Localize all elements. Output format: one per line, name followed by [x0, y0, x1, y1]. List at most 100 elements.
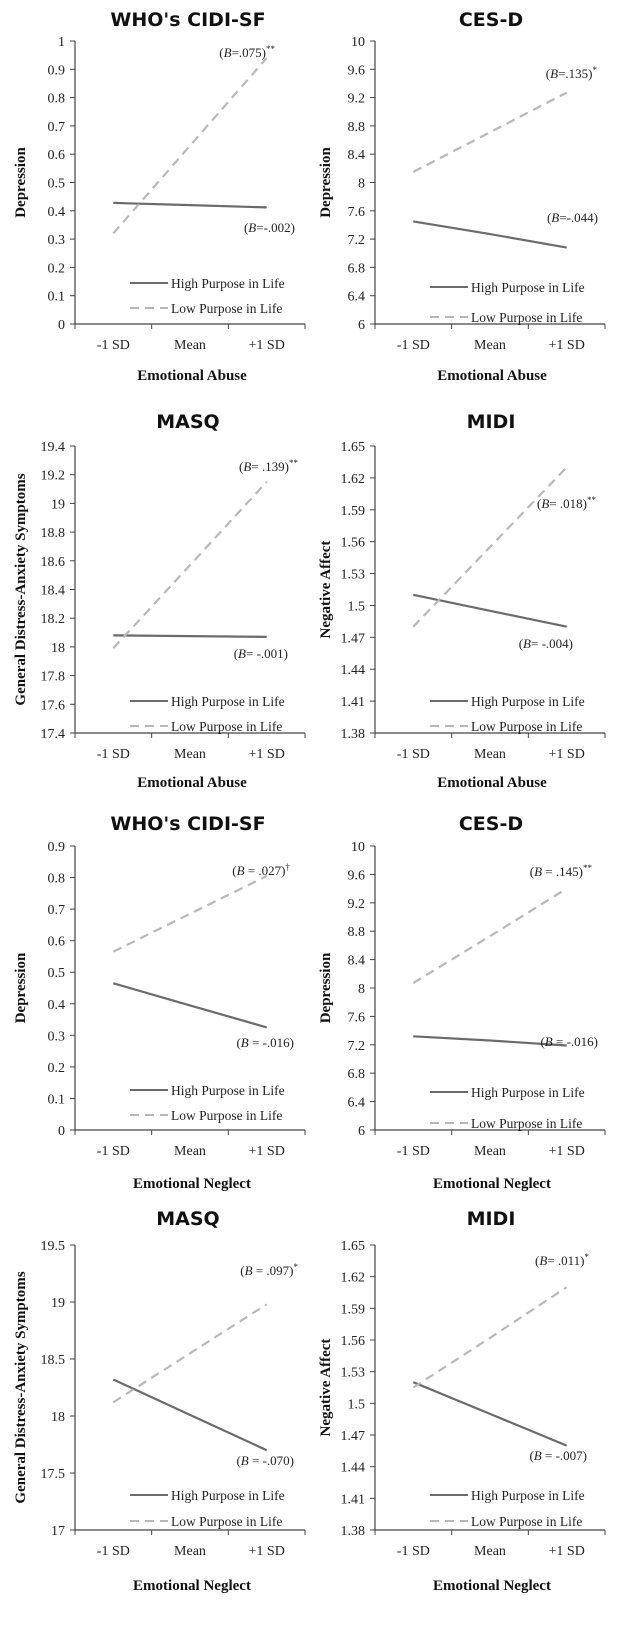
annotation-low-purpose: (B= .018)**: [537, 495, 596, 511]
x-tick-label: +1 SD: [249, 338, 285, 353]
x-tick-label: -1 SD: [397, 1544, 430, 1559]
y-tick-label: 1.62: [341, 1271, 366, 1286]
x-tick-label: Mean: [474, 338, 506, 353]
y-tick-label: 0.3: [48, 1029, 66, 1044]
y-tick-label: 17.8: [41, 670, 66, 685]
series-line-low-purpose: [412, 1286, 568, 1389]
y-tick-label: 10: [351, 35, 365, 50]
y-tick-label: 19.4: [41, 440, 66, 455]
y-tick-label: 0.4: [48, 998, 66, 1013]
y-axis-label: Negative Affect: [318, 541, 334, 639]
x-axis-label: Emotional Neglect: [433, 1578, 551, 1594]
y-tick-label: 0: [58, 318, 65, 333]
x-tick-label: +1 SD: [249, 747, 285, 762]
y-tick-label: 19: [51, 1296, 65, 1311]
y-tick-label: 1.62: [341, 472, 366, 487]
y-axis-label: Depression: [318, 147, 334, 218]
annotation-high-purpose: (B = -.016): [236, 1035, 294, 1050]
y-tick-label: 19.2: [41, 469, 66, 484]
chart-panel-3: MASQ 17.4 17.6 17.8 18 18.2 18.4 18.6 18.8 19 19.2…: [13, 411, 306, 791]
legend-low-purpose-label: Low Purpose in Life: [471, 1116, 582, 1131]
y-tick-label: 10: [351, 840, 365, 855]
y-tick-label: 0.5: [48, 966, 66, 981]
y-tick-label: 9.2: [348, 92, 366, 107]
series-line-low-purpose: [112, 1303, 268, 1404]
y-tick-label: 0.4: [48, 205, 66, 220]
y-tick-label: 1.47: [341, 1429, 366, 1444]
y-tick-label: 1.5: [348, 599, 366, 614]
x-axis-label: Emotional Abuse: [137, 368, 247, 384]
x-tick-label: +1 SD: [249, 1544, 285, 1559]
y-tick-label: 6.4: [348, 1096, 366, 1111]
series-line-high-purpose: [112, 1378, 268, 1452]
y-tick-label: 7.2: [348, 1039, 366, 1054]
legend-low-purpose-label: Low Purpose in Life: [171, 1514, 282, 1529]
series-line-high-purpose: [413, 1035, 567, 1047]
y-tick-label: 1.65: [341, 440, 366, 455]
annotation-low-purpose: (B= .011)*: [535, 1252, 589, 1268]
annotation-low-purpose: (B=.075)**: [219, 44, 275, 60]
x-tick-label: Mean: [174, 338, 206, 353]
annotation-low-purpose: (B=.135)*: [546, 65, 598, 81]
x-tick-label: +1 SD: [249, 1144, 285, 1159]
x-axis-label: Emotional Abuse: [437, 368, 547, 384]
y-tick-label: 17.4: [41, 727, 66, 742]
series-line-high-purpose: [113, 201, 267, 209]
series-line-low-purpose: [412, 91, 568, 173]
y-tick-label: 1.5: [348, 1397, 366, 1412]
y-tick-label: 6.4: [348, 290, 366, 305]
x-tick-label: +1 SD: [549, 1144, 585, 1159]
x-tick-label: Mean: [474, 747, 506, 762]
chart-panel-7: MASQ 17 17.5 18 18.5 19 19.5 -1 SD Mean +1 SD Emot…: [13, 1208, 306, 1594]
y-tick-label: 18: [51, 1410, 65, 1425]
legend-high-purpose-label: High Purpose in Life: [171, 1083, 285, 1098]
x-tick-label: Mean: [474, 1144, 506, 1159]
annotation-low-purpose: (B = .027)†: [232, 862, 290, 878]
chart-title: MASQ: [156, 1208, 219, 1230]
chart-panel-2: CES-D 6 6.4 6.8 7.2 7.6 8 8.4 8.8 9.2 9.6 10 -1 SD Me…: [318, 9, 606, 384]
annotation-high-purpose: (B = -.016): [540, 1034, 598, 1049]
y-tick-label: 1.59: [341, 504, 366, 519]
y-tick-label: 1.41: [341, 1492, 366, 1507]
series-line-high-purpose: [113, 634, 267, 638]
y-tick-label: 18: [51, 641, 65, 656]
y-tick-label: 1.44: [341, 663, 366, 678]
y-tick-label: 18.2: [41, 612, 66, 627]
y-tick-label: 0.1: [48, 290, 66, 305]
series-line-low-purpose: [112, 875, 268, 953]
y-tick-label: 19: [51, 497, 65, 512]
annotation-high-purpose: (B = -.070): [236, 1453, 294, 1468]
series-line-high-purpose: [112, 982, 268, 1029]
y-tick-label: 0.6: [48, 148, 66, 163]
y-axis-label: Negative Affect: [318, 1339, 334, 1437]
y-tick-label: 0.3: [48, 233, 66, 248]
y-tick-label: 1.53: [341, 568, 366, 583]
annotation-high-purpose: (B= -.004): [519, 636, 573, 651]
y-tick-label: 7.6: [348, 205, 366, 220]
legend-low-purpose-label: Low Purpose in Life: [171, 1108, 282, 1123]
y-axis-label: Depression: [13, 147, 29, 218]
series-line-low-purpose: [112, 57, 268, 235]
series-line-high-purpose: [413, 593, 567, 628]
y-tick-label: 6: [358, 1124, 365, 1139]
y-tick-label: 8: [358, 982, 365, 997]
y-tick-label: 9.6: [348, 868, 366, 883]
y-tick-label: 1.44: [341, 1461, 366, 1476]
y-tick-label: 19.5: [41, 1239, 66, 1254]
legend-high-purpose-label: High Purpose in Life: [171, 1488, 285, 1503]
y-tick-label: 0.8: [48, 92, 66, 107]
x-axis-label: Emotional Neglect: [133, 1176, 251, 1192]
legend-high-purpose-label: High Purpose in Life: [471, 694, 585, 709]
y-tick-label: 0.9: [48, 840, 66, 855]
chart-panel-1: WHO's CIDI-SF 0 0.1 0.2 0.3 0.4 0.5 0.6 0.7 0.8 0.…: [13, 9, 306, 384]
y-tick-label: 0.7: [48, 903, 66, 918]
y-tick-label: 1.38: [341, 1524, 366, 1539]
x-tick-label: Mean: [174, 1144, 206, 1159]
y-tick-label: 18.8: [41, 526, 66, 541]
y-tick-label: 0.7: [48, 120, 66, 135]
y-tick-label: 8.8: [348, 120, 366, 135]
x-tick-label: -1 SD: [97, 1144, 130, 1159]
chart-title: MASQ: [156, 411, 219, 433]
x-tick-label: -1 SD: [97, 1544, 130, 1559]
x-axis-label: Emotional Abuse: [137, 775, 247, 791]
